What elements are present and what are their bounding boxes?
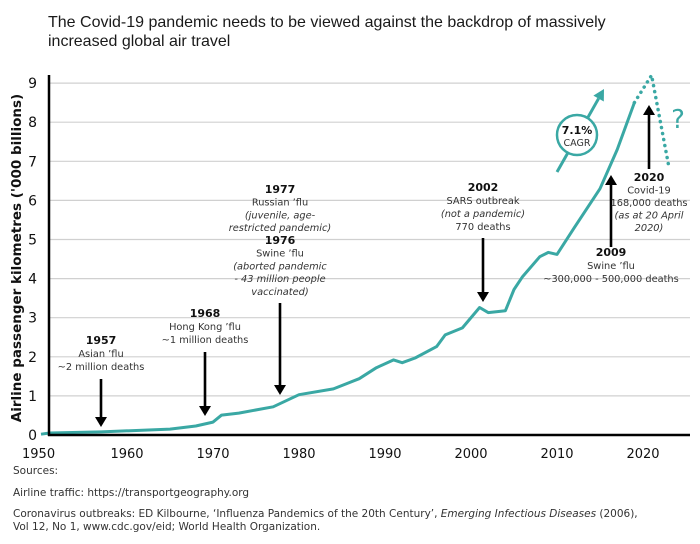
y-tick-label: 4 [28, 272, 37, 288]
arrow-down-icon [274, 385, 286, 395]
annotation-1968: 1968 Hong Kong ’flu ~1 million deaths [162, 307, 249, 416]
annotation-1957: 1957 Asian ’flu ~2 million deaths [58, 334, 145, 427]
annotation-year: 1976 [265, 234, 296, 247]
sources-coronavirus: Coronavirus outbreaks: ED Kilbourne, ‘In… [13, 508, 638, 521]
annotation-year: 2002 [468, 181, 499, 194]
y-tick-labels: 0 1 2 3 4 5 6 7 8 9 [28, 76, 37, 444]
annotation-text: Hong Kong ’flu [169, 322, 241, 333]
arrow-up-right-icon [593, 89, 604, 102]
sources-journal: Emerging Infectious Diseases [440, 508, 597, 520]
annotation-year: 2020 [634, 171, 665, 184]
annotation-text: (not a pandemic) [441, 209, 525, 220]
annotation-2002: 2002 SARS outbreak (not a pandemic) 770 dea… [441, 181, 525, 302]
arrow-up-icon [605, 175, 617, 185]
y-tick-label: 2 [28, 350, 37, 366]
sources-coronavirus-pre: Coronavirus outbreaks: ED Kilbourne, ‘In… [13, 508, 441, 520]
annotation-year: 1968 [190, 307, 221, 320]
annotation-text: ~2 million deaths [58, 362, 145, 373]
annotation-text: (as at 20 April [615, 211, 684, 222]
annotation-text: Swine ’flu [587, 261, 635, 272]
cagr-circle [555, 113, 599, 157]
x-tick-label: 2020 [626, 447, 659, 462]
x-tick-label: 1980 [282, 447, 315, 462]
arrow-up-icon [643, 105, 655, 115]
data-line [40, 102, 636, 436]
y-tick-label: 7 [28, 154, 37, 170]
annotation-text: vaccinated) [251, 287, 308, 298]
arrow-down-icon [199, 406, 211, 416]
annotation-text: (juvenile, age- [245, 210, 316, 221]
annotation-text: 770 deaths [455, 222, 510, 233]
y-tick-label: 3 [28, 311, 37, 327]
y-tick-label: 5 [28, 233, 37, 249]
cagr-indicator: 7.1%CAGR [555, 89, 604, 173]
cagr-value: 7.1% [562, 124, 593, 137]
y-tick-label: 6 [28, 193, 37, 209]
sources-heading: Sources: [13, 465, 59, 477]
projection-line [632, 73, 671, 169]
annotation-year: 1957 [86, 334, 117, 347]
x-tick-label: 1950 [22, 447, 55, 462]
chart-title: The Covid-19 pandemic needs to be viewed… [48, 14, 606, 50]
sources-coronavirus-post: (2006), [596, 508, 638, 520]
series: ? [40, 73, 685, 436]
sources-coronavirus-line2: Vol 12, No 1, www.cdc.gov/eid; World Hea… [13, 521, 321, 533]
annotation-year: 1977 [265, 183, 296, 196]
annotation-1977: 1977 Russian ’flu(juvenile, age-restricte… [229, 183, 332, 234]
annotation-text: restricted pandemic) [229, 223, 332, 234]
x-tick-label: 1970 [196, 447, 229, 462]
annotation-text: Swine ’flu [256, 249, 304, 260]
annotation-text: Covid-19 [627, 186, 671, 197]
annotation-text: 168,000 deaths [610, 198, 687, 209]
annotation-1976: 1976 Swine ’flu(aborted pandemic - 43 mill… [233, 234, 327, 395]
sources-airline: Airline traffic: https://transportgeogra… [13, 487, 250, 499]
arrow-down-icon [477, 292, 489, 302]
annotation-text: (aborted pandemic [233, 261, 327, 272]
x-tick-label: 1960 [110, 447, 143, 462]
annotations: 1957 Asian ’flu ~2 million deaths 1968 Hong … [58, 105, 688, 427]
annotation-text: ~1 million deaths [162, 335, 249, 346]
y-axis-label: Airline passenger kilometres ('000 billi… [9, 94, 25, 422]
question-mark: ? [671, 105, 685, 135]
annotation-2009: 2009 Swine ’flu ~300,000 - 500,000 deaths [543, 175, 679, 285]
annotation-text: Asian ’flu [78, 349, 123, 360]
x-tick-label: 2010 [540, 447, 573, 462]
x-tick-labels: 1950 1960 1970 1980 1990 2000 2010 2020 [22, 447, 660, 462]
annotation-text: 2020) [635, 223, 664, 234]
y-tick-label: 1 [28, 389, 37, 405]
y-tick-label: 8 [28, 115, 37, 131]
y-tick-label: 0 [28, 428, 37, 444]
arrow-down-icon [95, 417, 107, 427]
x-tick-label: 2000 [454, 447, 487, 462]
annotation-text: - 43 million people [234, 274, 325, 285]
annotation-text: SARS outbreak [446, 196, 519, 207]
annotation-text: Russian ’flu [252, 198, 308, 209]
x-tick-label: 1990 [368, 447, 401, 462]
annotation-text: ~300,000 - 500,000 deaths [543, 274, 679, 285]
cagr-label: CAGR [564, 138, 591, 149]
annotation-year: 2009 [596, 246, 627, 259]
y-tick-label: 9 [28, 76, 37, 92]
